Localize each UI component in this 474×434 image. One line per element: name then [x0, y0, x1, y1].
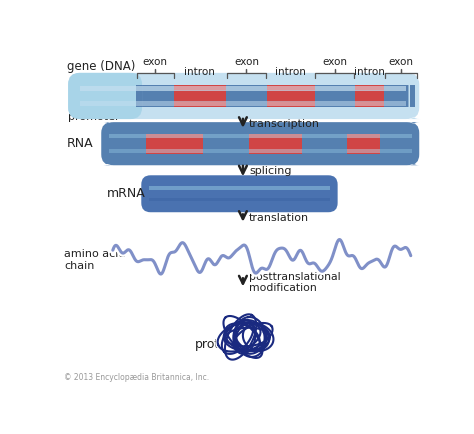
- Bar: [249, 135, 302, 138]
- Bar: [380, 134, 418, 154]
- Bar: [109, 149, 411, 153]
- Text: exon: exon: [388, 57, 413, 67]
- Bar: [174, 102, 226, 106]
- Text: exon: exon: [143, 57, 168, 67]
- Bar: [355, 102, 384, 106]
- Text: © 2013 Encyclopædia Britannica, Inc.: © 2013 Encyclopædia Britannica, Inc.: [64, 373, 210, 382]
- Bar: [146, 149, 203, 153]
- Bar: [136, 85, 174, 107]
- Text: mRNA: mRNA: [107, 187, 146, 200]
- Bar: [315, 85, 355, 107]
- Bar: [267, 85, 315, 107]
- Bar: [355, 85, 384, 107]
- Text: posttranslational
modification: posttranslational modification: [249, 272, 341, 293]
- Bar: [384, 85, 418, 107]
- Bar: [267, 102, 315, 106]
- Text: protein: protein: [194, 338, 239, 351]
- Text: gene (DNA): gene (DNA): [66, 60, 135, 73]
- Bar: [109, 135, 411, 138]
- Text: translation: translation: [249, 214, 309, 224]
- Text: intron: intron: [275, 68, 306, 78]
- Bar: [136, 85, 142, 107]
- Text: RNA: RNA: [66, 137, 93, 150]
- FancyBboxPatch shape: [68, 73, 418, 119]
- Bar: [347, 149, 380, 153]
- FancyBboxPatch shape: [409, 122, 419, 165]
- Text: splicing: splicing: [249, 166, 292, 177]
- FancyBboxPatch shape: [101, 122, 114, 165]
- Bar: [146, 135, 203, 138]
- Bar: [355, 86, 384, 90]
- Text: intron: intron: [354, 68, 384, 78]
- Bar: [302, 134, 347, 154]
- Text: transcription: transcription: [249, 118, 320, 129]
- Bar: [103, 134, 146, 154]
- Text: promoter: promoter: [68, 112, 120, 122]
- Text: exon: exon: [234, 57, 259, 67]
- Bar: [347, 135, 380, 138]
- Bar: [146, 134, 203, 154]
- Bar: [149, 186, 330, 190]
- FancyBboxPatch shape: [68, 73, 142, 119]
- Bar: [80, 102, 406, 106]
- Bar: [226, 85, 267, 107]
- Text: amino acid
chain: amino acid chain: [64, 249, 126, 271]
- Bar: [410, 85, 415, 107]
- Bar: [267, 86, 315, 90]
- Bar: [249, 134, 302, 154]
- Text: exon: exon: [322, 57, 347, 67]
- Bar: [203, 134, 249, 154]
- FancyBboxPatch shape: [103, 122, 418, 165]
- Bar: [174, 86, 226, 90]
- FancyBboxPatch shape: [408, 73, 420, 119]
- Bar: [249, 149, 302, 153]
- Bar: [80, 86, 406, 91]
- Bar: [149, 197, 330, 201]
- FancyBboxPatch shape: [141, 175, 337, 212]
- Bar: [347, 134, 380, 154]
- Bar: [174, 85, 226, 107]
- Text: intron: intron: [184, 68, 215, 78]
